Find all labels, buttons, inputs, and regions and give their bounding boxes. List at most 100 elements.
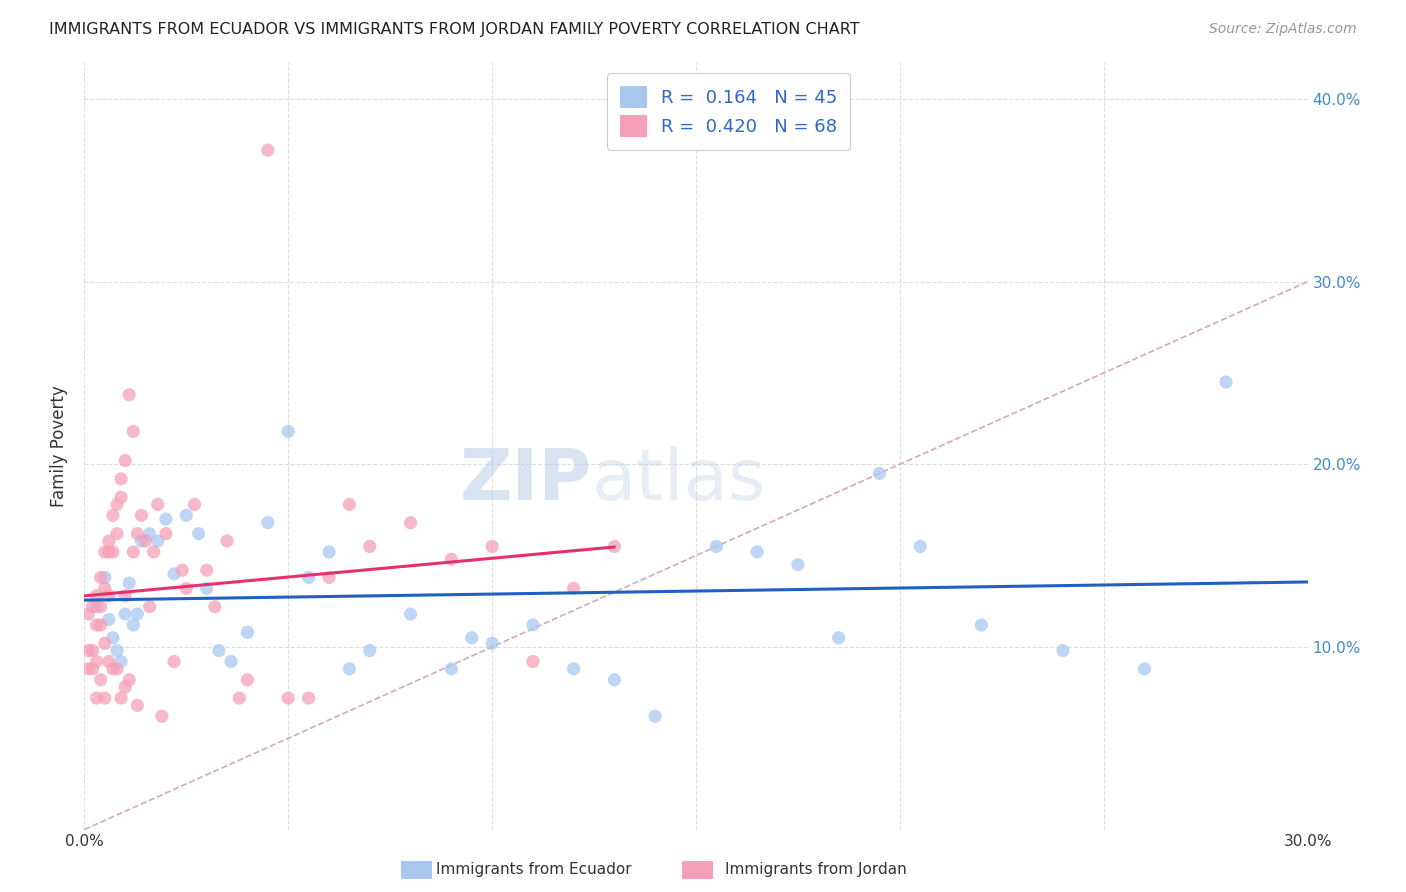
Point bbox=[219, 655, 242, 669]
Point bbox=[155, 512, 177, 526]
Point bbox=[359, 540, 381, 554]
Point bbox=[97, 533, 120, 548]
Point bbox=[142, 545, 165, 559]
Text: Source: ZipAtlas.com: Source: ZipAtlas.com bbox=[1209, 22, 1357, 37]
Point bbox=[138, 599, 160, 614]
Point bbox=[204, 599, 226, 614]
Point bbox=[77, 662, 100, 676]
Point bbox=[93, 570, 115, 584]
Point bbox=[90, 570, 112, 584]
Point bbox=[110, 490, 132, 504]
Point bbox=[90, 673, 112, 687]
Point bbox=[114, 589, 136, 603]
Legend: R =  0.164   N = 45, R =  0.420   N = 68: R = 0.164 N = 45, R = 0.420 N = 68 bbox=[607, 73, 851, 150]
Point bbox=[114, 680, 136, 694]
Point bbox=[869, 467, 891, 481]
Text: Immigrants from Ecuador: Immigrants from Ecuador bbox=[436, 863, 633, 877]
Point bbox=[183, 498, 205, 512]
Point bbox=[77, 607, 100, 621]
Point bbox=[440, 552, 463, 566]
Point bbox=[562, 582, 585, 596]
Point bbox=[122, 425, 145, 439]
Point bbox=[97, 655, 120, 669]
Point bbox=[86, 691, 108, 706]
Point bbox=[86, 618, 108, 632]
Point bbox=[93, 545, 115, 559]
Point bbox=[174, 508, 197, 523]
Point bbox=[603, 673, 626, 687]
Point bbox=[1052, 643, 1074, 657]
Point bbox=[910, 540, 932, 554]
Point bbox=[146, 498, 169, 512]
Point bbox=[86, 655, 108, 669]
Point bbox=[298, 691, 321, 706]
Point bbox=[163, 655, 186, 669]
Point bbox=[174, 582, 197, 596]
Text: atlas: atlas bbox=[592, 446, 766, 515]
Point bbox=[118, 388, 141, 402]
Text: Immigrants from Jordan: Immigrants from Jordan bbox=[724, 863, 907, 877]
Point bbox=[146, 533, 169, 548]
Point bbox=[298, 570, 321, 584]
Point bbox=[86, 599, 108, 614]
Point bbox=[257, 516, 280, 530]
Point bbox=[105, 643, 128, 657]
Text: ZIP: ZIP bbox=[460, 446, 592, 515]
Point bbox=[105, 662, 128, 676]
Point bbox=[399, 516, 422, 530]
Point bbox=[461, 631, 484, 645]
Point bbox=[1215, 375, 1237, 389]
Point bbox=[440, 662, 463, 676]
Point bbox=[747, 545, 769, 559]
Point bbox=[318, 545, 340, 559]
Point bbox=[114, 607, 136, 621]
Point bbox=[118, 576, 141, 591]
Point bbox=[481, 540, 503, 554]
Point bbox=[105, 498, 128, 512]
Point bbox=[105, 526, 128, 541]
Point bbox=[131, 533, 153, 548]
Point bbox=[127, 607, 149, 621]
Point bbox=[127, 698, 149, 713]
Point bbox=[562, 662, 585, 676]
Point bbox=[138, 526, 160, 541]
Point bbox=[339, 662, 361, 676]
Point bbox=[122, 618, 145, 632]
Point bbox=[155, 526, 177, 541]
Point bbox=[318, 570, 340, 584]
Point bbox=[481, 636, 503, 650]
Point bbox=[399, 607, 422, 621]
Point bbox=[187, 526, 209, 541]
Point bbox=[90, 599, 112, 614]
Point bbox=[127, 526, 149, 541]
Point bbox=[110, 655, 132, 669]
Point bbox=[277, 425, 299, 439]
Point bbox=[118, 673, 141, 687]
Point bbox=[1133, 662, 1156, 676]
Point bbox=[110, 691, 132, 706]
Point bbox=[787, 558, 810, 572]
Point bbox=[195, 582, 218, 596]
Point bbox=[195, 563, 218, 577]
Point bbox=[101, 631, 124, 645]
Point bbox=[97, 545, 120, 559]
Point bbox=[93, 691, 115, 706]
Point bbox=[522, 618, 544, 632]
Point bbox=[217, 533, 239, 548]
Point bbox=[228, 691, 250, 706]
Point bbox=[93, 636, 115, 650]
Text: IMMIGRANTS FROM ECUADOR VS IMMIGRANTS FROM JORDAN FAMILY POVERTY CORRELATION CHA: IMMIGRANTS FROM ECUADOR VS IMMIGRANTS FR… bbox=[49, 22, 860, 37]
Point bbox=[82, 643, 104, 657]
Point bbox=[522, 655, 544, 669]
Point bbox=[236, 673, 259, 687]
Point bbox=[970, 618, 993, 632]
Point bbox=[644, 709, 666, 723]
Point bbox=[131, 508, 153, 523]
Point bbox=[93, 582, 115, 596]
Point bbox=[114, 453, 136, 467]
Point bbox=[603, 540, 626, 554]
Point bbox=[82, 662, 104, 676]
Point bbox=[90, 618, 112, 632]
Point bbox=[208, 643, 231, 657]
Point bbox=[236, 625, 259, 640]
